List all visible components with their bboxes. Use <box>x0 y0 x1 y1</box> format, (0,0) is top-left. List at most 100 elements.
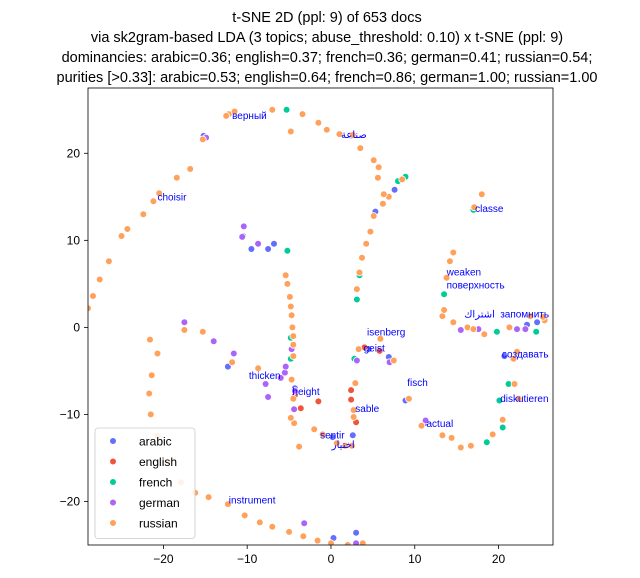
point-russian <box>374 173 382 182</box>
point-german <box>276 374 285 382</box>
point-russian <box>295 442 303 451</box>
annotation-label: sable <box>355 404 379 415</box>
legend-marker-french <box>109 478 117 486</box>
point-russian <box>353 285 361 293</box>
point-russian <box>288 323 297 332</box>
point-russian <box>470 203 479 212</box>
annotation-label: sentir <box>320 430 345 441</box>
point-french <box>498 423 507 432</box>
annotation-label: запомнить <box>500 309 549 320</box>
point-russian <box>358 253 366 262</box>
point-russian <box>224 500 232 508</box>
point-french <box>282 106 291 114</box>
point-german <box>209 337 218 346</box>
legend-box <box>94 427 196 539</box>
annotation-label: صناعة <box>341 130 367 141</box>
point-arabic <box>352 528 360 537</box>
point-english <box>314 397 323 406</box>
y-tick-label: −10 <box>60 407 81 421</box>
annotation-label: thicken <box>249 371 281 382</box>
annotation-label: isenberg <box>367 328 405 339</box>
point-russian <box>199 135 207 144</box>
annotation-label: diskutieren <box>500 394 548 405</box>
point-russian <box>438 431 447 440</box>
point-russian <box>230 107 239 116</box>
legend-label-german: german <box>139 496 180 510</box>
point-russian <box>88 304 92 312</box>
title-line-3: dominancies: arabic=0.36; english=0.37; … <box>62 50 593 66</box>
point-russian <box>348 441 356 450</box>
point-russian <box>351 379 360 387</box>
point-russian <box>467 441 475 450</box>
annotation-label: fisch <box>407 378 428 389</box>
point-russian <box>153 349 162 358</box>
point-russian <box>398 175 407 184</box>
point-russian <box>335 130 344 138</box>
plot-frame <box>87 87 554 546</box>
point-russian <box>449 318 458 327</box>
annotation-label: height <box>292 387 319 398</box>
point-russian <box>366 227 375 236</box>
point-russian <box>186 165 195 173</box>
point-russian <box>298 110 307 118</box>
legend-marker-english <box>109 457 117 466</box>
point-russian <box>228 358 236 367</box>
point-russian <box>327 539 335 545</box>
legend-label-arabic: arabic <box>139 435 172 449</box>
point-english <box>296 404 305 413</box>
point-russian <box>480 330 489 339</box>
point-russian <box>285 528 293 536</box>
annotation-label: создавать <box>502 349 549 360</box>
point-russian <box>447 434 456 442</box>
point-english <box>375 347 384 355</box>
point-russian <box>310 425 319 434</box>
point-russian <box>374 163 383 172</box>
point-german <box>230 349 238 358</box>
y-tick-label: 10 <box>67 233 81 247</box>
point-russian <box>286 293 294 301</box>
point-arabic <box>500 352 509 360</box>
plot-area: −20 −10 0 10 20 −20 −10 0 10 20 верный صناعة choisir… <box>60 87 554 566</box>
point-french <box>482 438 491 447</box>
point-german <box>456 326 465 334</box>
annotation-label: choisir <box>158 193 188 204</box>
legend-marker-russian <box>109 519 117 527</box>
point-russian <box>369 212 378 220</box>
point-german <box>521 325 530 333</box>
point-russian <box>123 225 132 233</box>
point-german <box>254 240 262 248</box>
point-russian <box>456 443 465 452</box>
annotation-label: верный <box>232 111 267 122</box>
point-german <box>353 356 361 365</box>
point-german <box>421 416 430 425</box>
x-tick-label: 20 <box>492 552 506 566</box>
annotation-label: weaken <box>446 268 481 279</box>
point-russian <box>268 522 277 531</box>
point-arabic <box>247 245 256 253</box>
point-german <box>180 318 189 327</box>
point-russian <box>362 240 371 248</box>
point-german <box>238 233 247 241</box>
point-russian <box>379 200 387 208</box>
point-russian <box>204 493 213 501</box>
point-russian <box>255 518 264 527</box>
point-russian <box>283 280 292 288</box>
point-russian <box>289 340 298 349</box>
point-russian <box>405 394 413 403</box>
point-russian <box>356 144 365 152</box>
data-points <box>88 106 549 545</box>
chart-title: t-SNE 2D (ppl: 9) of 653 docs via sk2gra… <box>57 10 598 86</box>
point-russian <box>389 356 398 365</box>
x-tick-label: 10 <box>408 552 422 566</box>
point-arabic <box>264 245 272 253</box>
point-russian <box>498 415 507 424</box>
point-russian <box>145 389 154 398</box>
point-russian <box>222 112 231 120</box>
point-arabic <box>328 433 337 441</box>
point-russian <box>359 539 367 545</box>
y-tick-label: 0 <box>73 320 80 334</box>
point-russian <box>139 210 148 219</box>
point-russian <box>446 257 454 266</box>
legend-label-french: french <box>139 476 172 490</box>
